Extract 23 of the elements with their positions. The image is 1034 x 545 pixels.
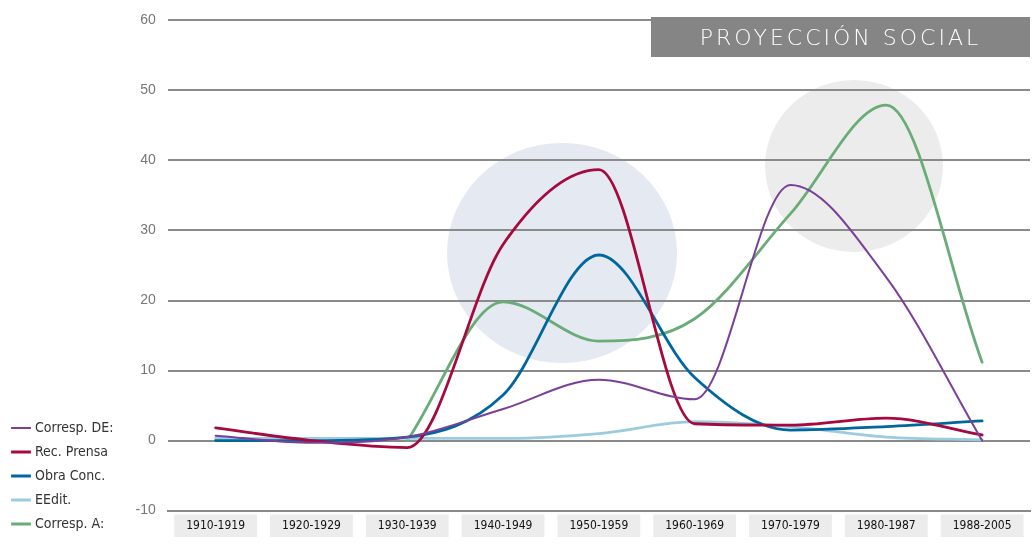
x-tick-label: 1988-2005 (952, 517, 1012, 532)
x-tick-label: 1920-1929 (282, 517, 341, 532)
y-tick-label: -10 (135, 501, 156, 518)
legend-label: Obra Conc. (35, 466, 106, 483)
legend-label: Corresp. DE: (35, 418, 114, 435)
line-series (405, 103, 984, 442)
x-tick-label: 1970-1979 (761, 517, 821, 532)
legend-label: EEdit. (35, 490, 72, 507)
y-tick-label: 30 (140, 221, 156, 238)
x-tick-label: 1940-1949 (473, 517, 533, 532)
legend-label: Rec. Prensa (35, 442, 109, 459)
x-tick-label: 1980-1987 (856, 517, 916, 532)
y-tick-label: 0 (147, 431, 156, 448)
x-tick-label: 1930-1939 (377, 517, 437, 532)
y-tick-label: 20 (140, 291, 156, 308)
y-tick-label: 50 (140, 81, 156, 98)
y-tick-label: 10 (140, 361, 156, 378)
y-tick-label: 40 (140, 151, 156, 168)
y-tick-label: 60 (140, 11, 156, 28)
x-tick-label: 1950-1959 (569, 517, 629, 532)
x-tick-label: 1910-1919 (186, 517, 246, 532)
x-tick-label: 1960-1969 (665, 517, 725, 532)
legend-label: Corresp. A: (35, 514, 105, 531)
